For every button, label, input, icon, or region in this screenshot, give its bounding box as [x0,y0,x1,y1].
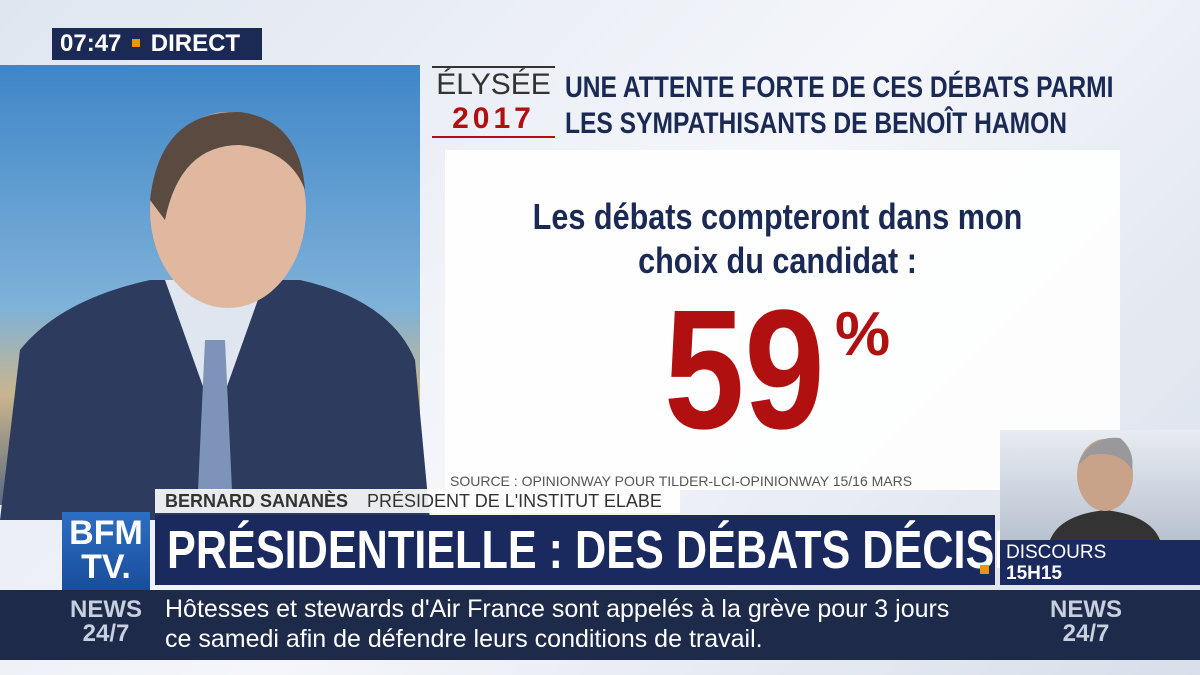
headline-line: LES SYMPATHISANTS DE BENOÎT HAMON [565,107,1068,140]
brand-line2: 24/7 [82,620,130,647]
logo-line1: ÉLYSÉE [436,68,551,101]
ticker-line: Hôtesses et stewards d'Air France sont a… [165,595,950,623]
presenter [0,111,430,520]
channel-logo: BFM TV. [62,512,150,590]
ticker-text: Hôtesses et stewards d'Air France sont a… [165,594,949,654]
next-box: DISCOURS 15H15 [1000,540,1200,585]
clock-status: DIRECT [150,30,241,57]
ticker-brand: NEWS 24/7 [70,598,142,646]
next-label: DISCOURS [1006,542,1107,563]
question-line: choix du candidat : [638,240,917,281]
ticker-line: ce samedi afin de défendre leurs conditi… [165,625,763,653]
headline: UNE ATTENTE FORTE DE CES DÉBATS PARMI LE… [565,70,1200,142]
channel-line2: TV. [81,548,131,586]
headline-line: UNE ATTENTE FORTE DE CES DÉBATS PARMI [565,71,1114,104]
stat-unit: % [835,300,891,369]
banner: PRÉSIDENTIELLE : DES DÉBATS DÉCISIFS [155,515,1062,585]
clock-box: 07:47 DIRECT [52,28,262,60]
banner-text: PRÉSIDENTIELLE : DES DÉBATS DÉCISIFS [167,520,1062,580]
next-photo [1000,430,1200,540]
next-time: 15H15 [1006,563,1062,584]
speaker-strip: BERNARD SANANÈS PRÉSIDENT DE L'INSTITUT … [155,489,680,513]
channel-line1: BFM [69,514,143,552]
speaker-name: BERNARD SANANÈS [165,491,349,511]
brand-line1: NEWS [1050,596,1122,623]
logo-line2: 2017 [452,102,535,135]
brand-line2: 24/7 [1062,620,1110,647]
speaker-role: PRÉSIDENT DE L'INSTITUT ELABE [367,491,662,511]
source: SOURCE : OPINIONWAY POUR TILDER-LCI-OPIN… [450,473,913,489]
question: Les débats compteront dans mon choix du … [445,195,1110,283]
logo: ÉLYSÉE 2017 [432,66,555,138]
question-line: Les débats compteront dans mon [532,196,1023,237]
stat-value: 59 [664,275,825,465]
ticker-brand: NEWS 24/7 [1050,598,1122,646]
ticker [0,590,1200,660]
clock-time: 07:47 [60,30,122,57]
brand-line1: NEWS [70,596,142,623]
